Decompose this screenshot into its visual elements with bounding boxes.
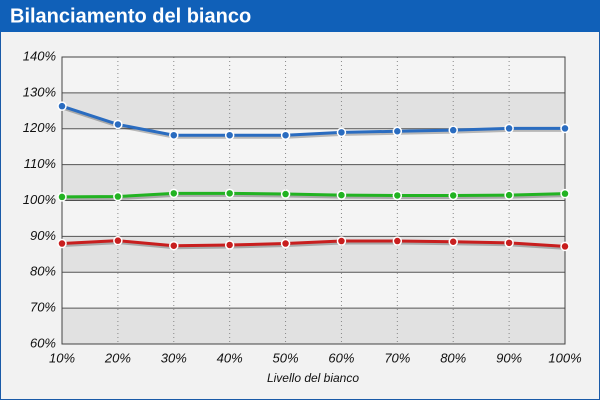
point [280, 189, 291, 199]
y-tick-label: 60% [30, 335, 56, 350]
line-shadow [62, 106, 566, 139]
line-shadow [62, 241, 567, 250]
x-tick-label: 100% [548, 350, 581, 365]
point [448, 237, 458, 247]
point [504, 123, 514, 134]
x-tick-label: 20% [104, 350, 131, 365]
y-tick-label: 110% [24, 156, 56, 171]
point [560, 188, 570, 199]
point [57, 238, 67, 249]
point [448, 125, 458, 135]
y-tick-label: 100% [23, 192, 56, 207]
point [224, 240, 235, 250]
series-line [61, 104, 565, 137]
chart-title: Bilanciamento del bianco [10, 5, 251, 27]
point [504, 238, 514, 248]
point [113, 235, 123, 246]
series-line [61, 191, 566, 199]
x-tick-label: 70% [384, 350, 410, 365]
band [62, 308, 565, 344]
line-shadow [62, 193, 567, 201]
point [392, 126, 403, 137]
point [169, 130, 179, 140]
point [113, 191, 123, 202]
point [448, 190, 458, 201]
point [169, 240, 179, 251]
x-tick-label: 90% [496, 350, 522, 365]
point [224, 130, 235, 140]
point [113, 119, 123, 130]
point [169, 188, 179, 199]
point [336, 236, 347, 246]
point [504, 190, 514, 200]
series-line [61, 239, 566, 248]
point [224, 188, 235, 199]
y-tick-label: 130% [23, 84, 56, 99]
y-tick-label: 90% [30, 228, 56, 243]
point [392, 190, 403, 201]
point [280, 238, 291, 249]
x-tick-label: 80% [440, 350, 466, 365]
x-tick-label: 30% [161, 350, 187, 365]
y-tick-label: 140% [23, 48, 56, 63]
x-tick-label: 50% [273, 350, 299, 365]
x-tick-label: 40% [217, 350, 243, 365]
y-tick-label: 80% [30, 264, 56, 279]
point [560, 123, 570, 134]
point [392, 236, 403, 246]
x-tick-label: 60% [328, 350, 354, 365]
point [57, 192, 67, 202]
y-tick-label: 70% [30, 300, 56, 315]
point [280, 130, 291, 140]
x-axis-label: Livello del bianco [267, 371, 359, 385]
x-tick-label: 10% [49, 350, 75, 365]
point [336, 127, 347, 138]
band [62, 92, 565, 129]
point [57, 101, 67, 111]
point [336, 190, 347, 200]
point [560, 241, 570, 252]
y-tick-label: 120% [23, 120, 56, 135]
title-bar [0, 0, 600, 32]
